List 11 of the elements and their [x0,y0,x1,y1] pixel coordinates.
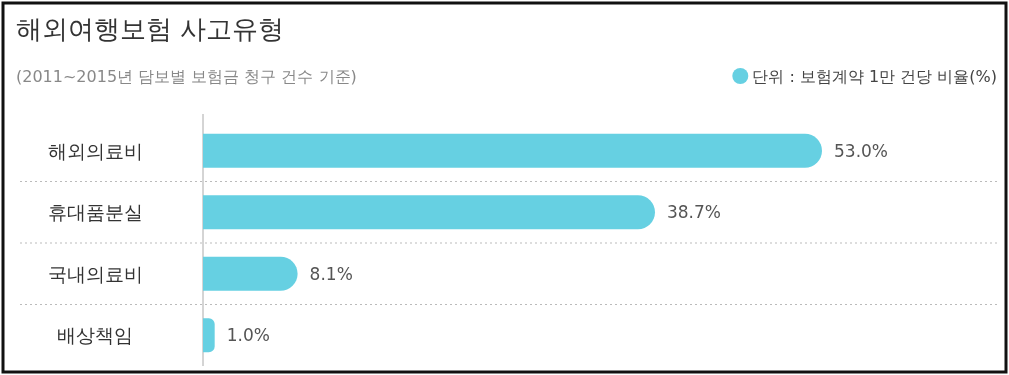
data-label: 1.0% [226,325,270,346]
data-label: 53.0% [834,140,889,161]
y-tick-label: 휴대품분실 [47,201,143,224]
data-label: 38.7% [666,202,721,223]
chart-title: 해외여행보험 사고유형 [16,14,285,44]
legend: 단위 : 보험계약 1만 건당 비율(%) [732,67,997,86]
y-tick-label: 해외의료비 [47,139,143,162]
y-tick-label: 국내의료비 [47,262,143,285]
data-label: 8.1% [309,263,353,284]
chart-subtitle: (2011~2015년 담보별 보험금 청구 건수 기준) [16,67,357,86]
y-tick-label: 배상책임 [57,324,133,347]
